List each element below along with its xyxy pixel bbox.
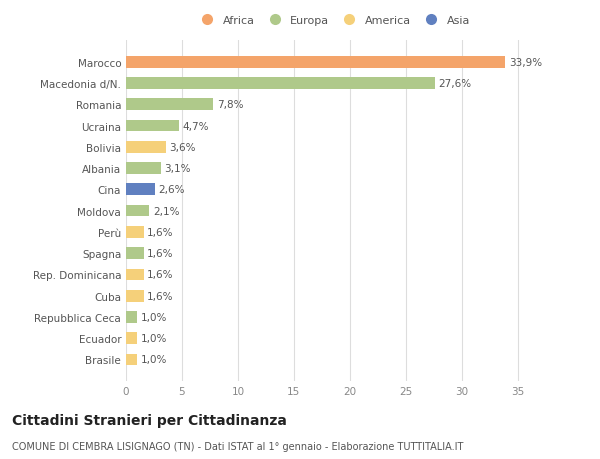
Bar: [126, 120, 179, 132]
Text: 1,6%: 1,6%: [147, 249, 174, 258]
Text: 3,6%: 3,6%: [170, 142, 196, 152]
Bar: [126, 333, 137, 344]
Bar: [126, 205, 149, 217]
Legend: Africa, Europa, America, Asia: Africa, Europa, America, Asia: [193, 13, 473, 29]
Text: 1,0%: 1,0%: [140, 312, 167, 322]
Text: 7,8%: 7,8%: [217, 100, 243, 110]
Text: 4,7%: 4,7%: [182, 121, 208, 131]
Bar: [126, 78, 435, 90]
Text: 1,0%: 1,0%: [140, 355, 167, 365]
Bar: [126, 248, 144, 259]
Text: 2,6%: 2,6%: [158, 185, 185, 195]
Text: 3,1%: 3,1%: [164, 164, 191, 174]
Text: 1,6%: 1,6%: [147, 227, 174, 237]
Text: Cittadini Stranieri per Cittadinanza: Cittadini Stranieri per Cittadinanza: [12, 413, 287, 427]
Bar: [126, 227, 144, 238]
Bar: [126, 269, 144, 280]
Text: 33,9%: 33,9%: [509, 57, 542, 67]
Text: 1,6%: 1,6%: [147, 270, 174, 280]
Bar: [126, 290, 144, 302]
Bar: [126, 57, 505, 68]
Bar: [126, 184, 155, 196]
Text: 2,1%: 2,1%: [153, 206, 179, 216]
Bar: [126, 99, 213, 111]
Text: 1,0%: 1,0%: [140, 334, 167, 343]
Text: 27,6%: 27,6%: [438, 79, 472, 89]
Bar: [126, 311, 137, 323]
Bar: [126, 354, 137, 365]
Text: 1,6%: 1,6%: [147, 291, 174, 301]
Text: COMUNE DI CEMBRA LISIGNAGO (TN) - Dati ISTAT al 1° gennaio - Elaborazione TUTTIT: COMUNE DI CEMBRA LISIGNAGO (TN) - Dati I…: [12, 441, 463, 451]
Bar: [126, 163, 161, 174]
Bar: [126, 142, 166, 153]
